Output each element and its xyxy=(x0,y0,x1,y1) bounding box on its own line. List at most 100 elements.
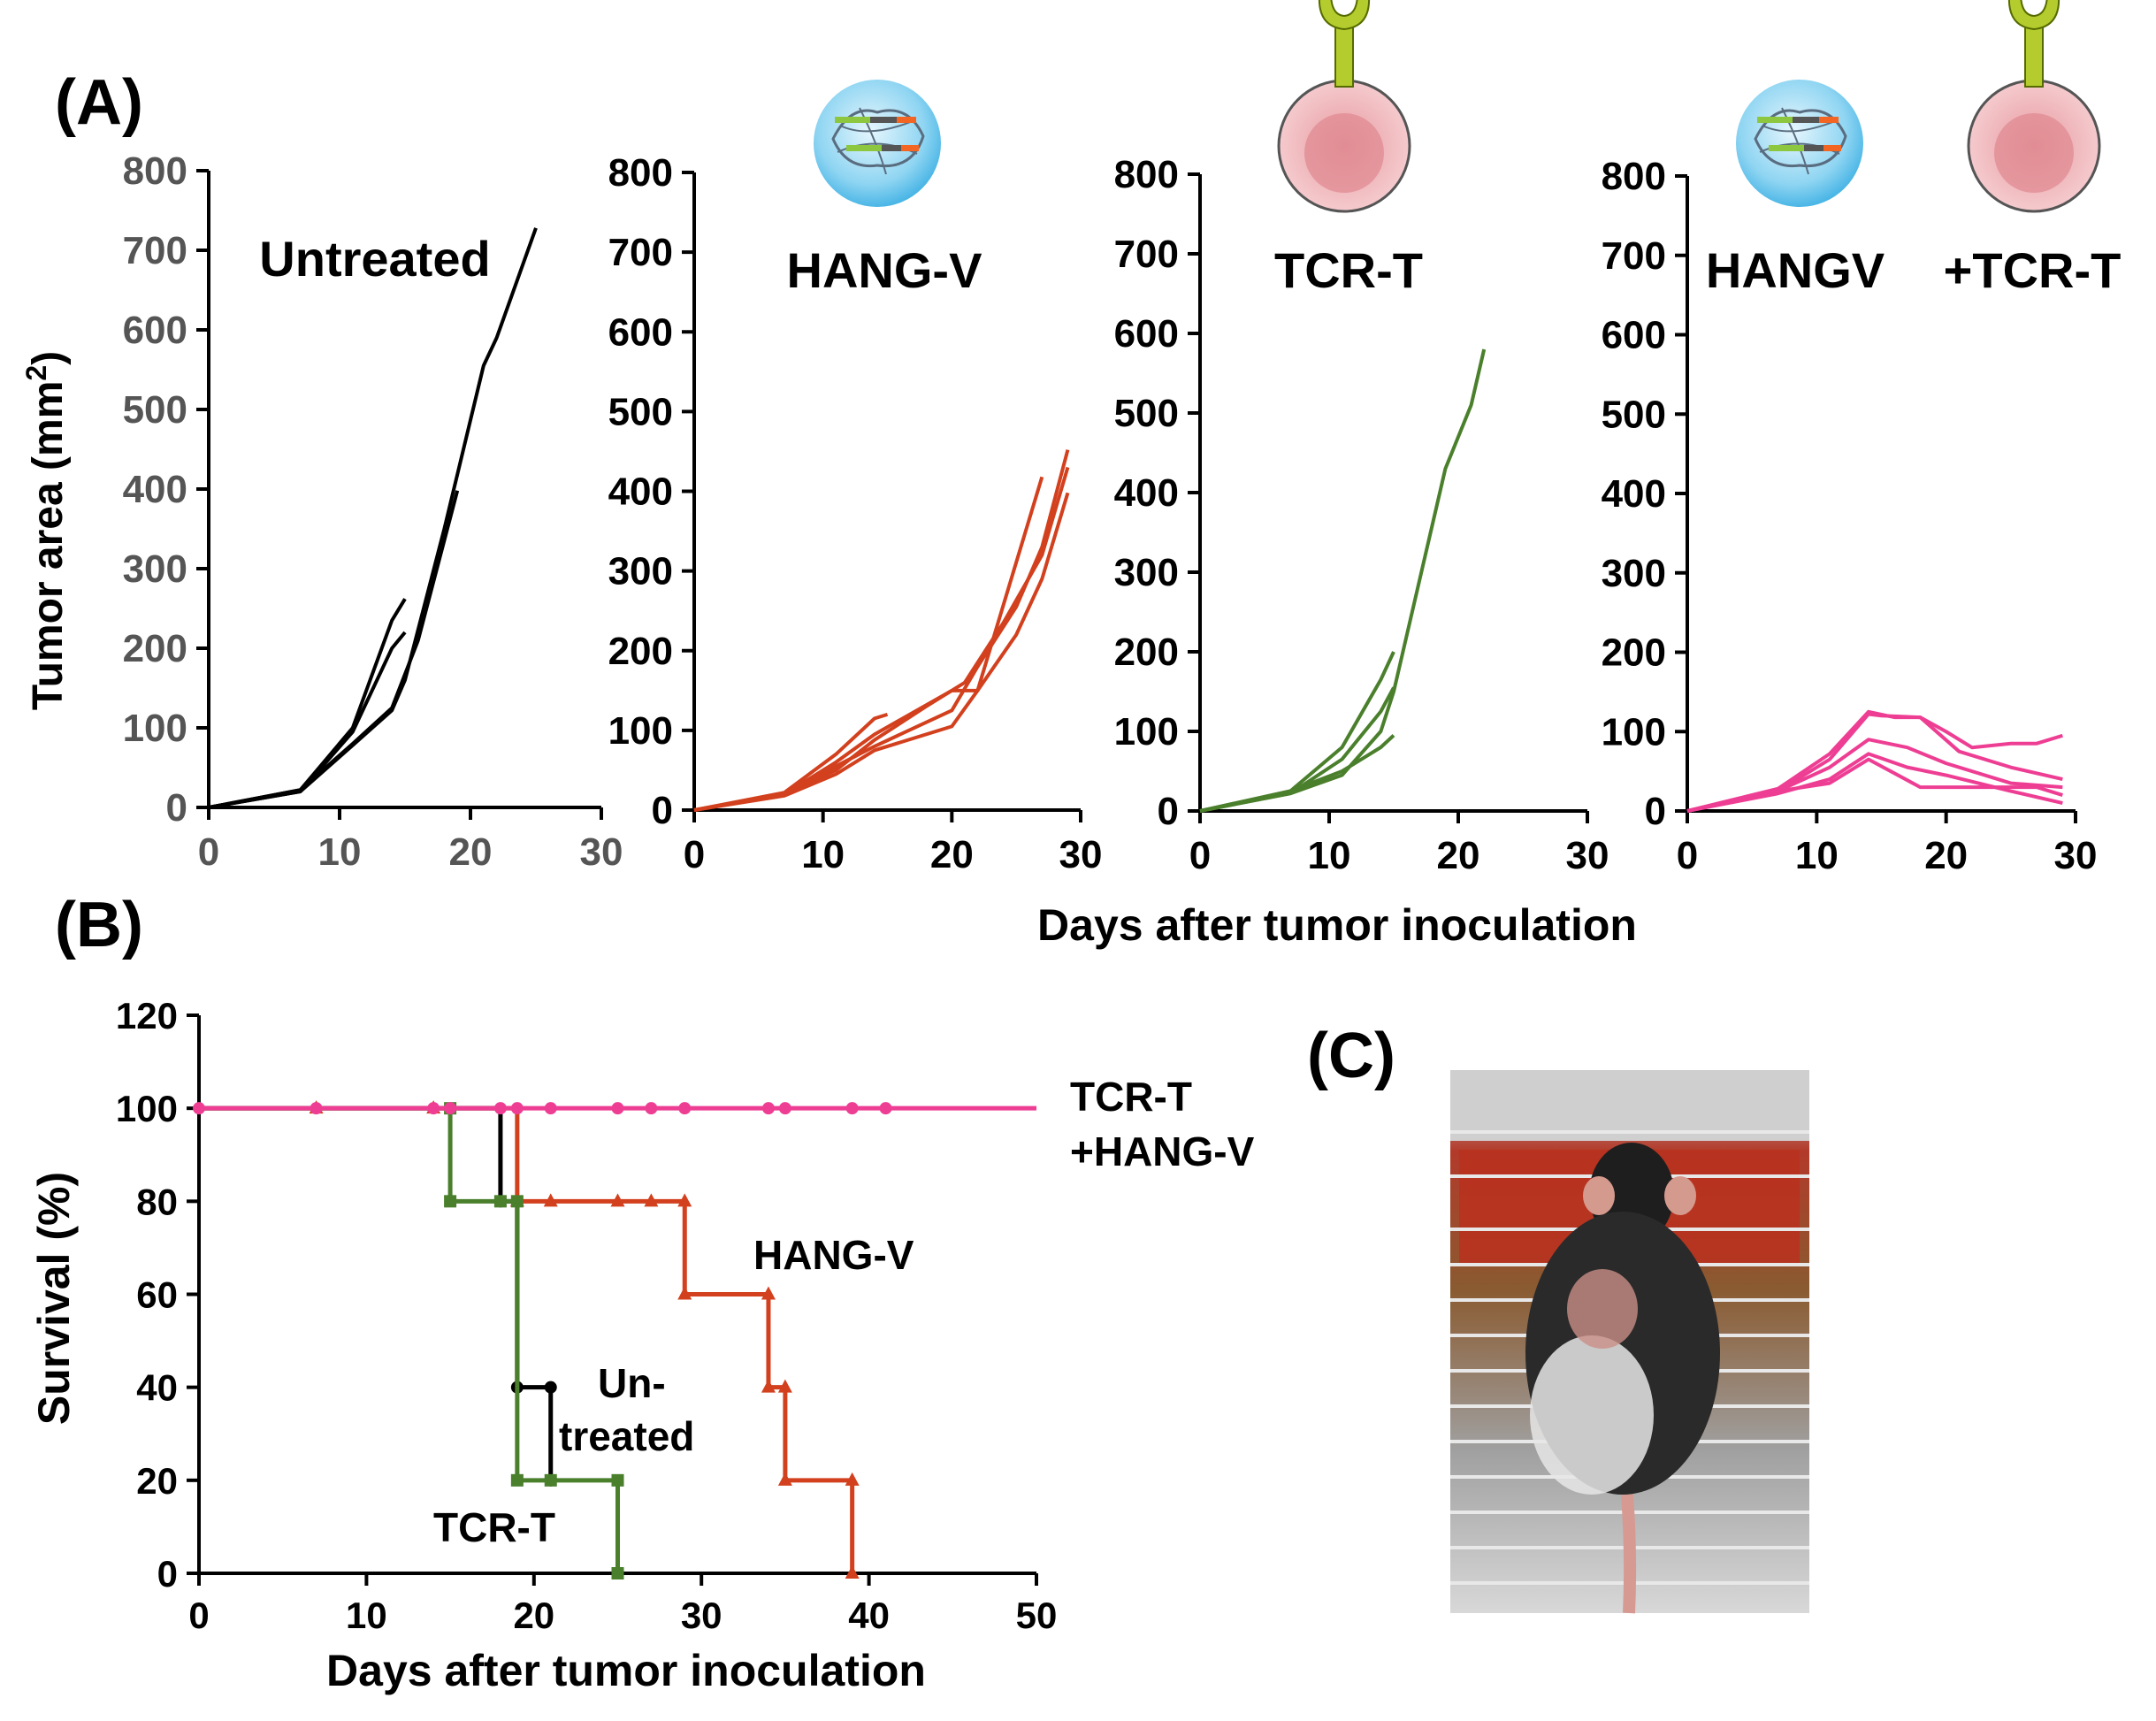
x-tick-label: 20 xyxy=(513,1595,554,1636)
series-line xyxy=(208,490,460,809)
y-tick-label: 200 xyxy=(1114,631,1179,674)
panel-a-ylabel: Tumor area (mm2) xyxy=(20,351,72,710)
y-tick-label: 0 xyxy=(1645,790,1666,833)
y-tick-label: 600 xyxy=(1602,314,1666,357)
y-tick-label: 800 xyxy=(1114,153,1179,196)
marker-circle xyxy=(544,1102,557,1115)
chart-hangv: 0 100 200 300 400 500 600 700 800 0 10 20 30 HANG-V xyxy=(608,151,1103,876)
y-tick-label: 0 xyxy=(157,1553,178,1595)
x-tick-label: 50 xyxy=(1016,1595,1058,1636)
x-tick-label: 30 xyxy=(2054,834,2098,877)
marker-circle xyxy=(544,1381,557,1394)
label-hangv: HANG-V xyxy=(753,1232,914,1278)
y-tick-label: 600 xyxy=(1114,312,1179,356)
marker-square xyxy=(611,1473,624,1487)
panel-a-xlabel: Days after tumor inoculation xyxy=(1037,900,1637,950)
series-line xyxy=(208,227,538,809)
marker-square xyxy=(510,1473,524,1487)
x-tick-label: 0 xyxy=(188,1595,209,1636)
y-tick-label: 100 xyxy=(1114,710,1179,753)
series-line xyxy=(693,492,1070,812)
y-tick-label: 800 xyxy=(1602,155,1666,198)
marker-triangle xyxy=(644,1193,659,1207)
x-tick-label: 10 xyxy=(801,833,845,876)
marker-triangle xyxy=(845,1565,860,1579)
y-tick-label: 500 xyxy=(1114,392,1179,435)
x-tick-label: 10 xyxy=(346,1595,387,1636)
marker-circle xyxy=(645,1102,658,1115)
x-tick-label: 40 xyxy=(848,1595,890,1636)
panel-b-ylabel: Survival (%) xyxy=(29,1172,79,1425)
marker-circle xyxy=(193,1102,205,1115)
label-tcrt: TCR-T xyxy=(433,1504,555,1550)
y-tick-label: 500 xyxy=(1602,393,1666,436)
series-line xyxy=(1686,738,2063,813)
y-tick-label: 800 xyxy=(123,149,187,193)
x-tick-label: 10 xyxy=(1308,834,1351,877)
x-tick-label: 20 xyxy=(930,833,974,876)
y-tick-label: 300 xyxy=(123,547,187,591)
chart-tcrt: 0 100 200 300 400 500 600 700 800 0 10 20 30 TCR-T xyxy=(1114,153,1609,877)
y-tick-label: 40 xyxy=(136,1367,178,1409)
chart-combo: 0 100 200 300 400 500 600 700 800 0 10 20 30 HANGV +TC… xyxy=(1602,155,2122,877)
y-tick-label: 200 xyxy=(1602,631,1666,675)
survival-series xyxy=(193,1102,1036,1115)
label-combo-line2: +HANG-V xyxy=(1070,1128,1255,1174)
y-tick-label: 20 xyxy=(136,1460,178,1502)
marker-circle xyxy=(611,1102,624,1115)
marker-circle xyxy=(444,1102,457,1115)
marker-triangle xyxy=(845,1472,860,1486)
x-tick-label: 0 xyxy=(1189,834,1211,877)
y-tick-label: 120 xyxy=(116,995,178,1036)
y-tick-label: 400 xyxy=(608,470,673,514)
photo-mouse-on-cage xyxy=(1450,1070,1809,1614)
marker-triangle xyxy=(677,1193,692,1207)
marker-square xyxy=(510,1195,524,1208)
y-tick-label: 100 xyxy=(608,709,673,753)
x-tick-label: 30 xyxy=(580,830,623,874)
y-tick-label: 100 xyxy=(123,707,187,750)
marker-circle xyxy=(427,1102,440,1115)
marker-square xyxy=(493,1195,507,1208)
series-line xyxy=(208,598,407,809)
y-tick-label: 600 xyxy=(608,310,673,354)
chart-title-2: +TCR-T xyxy=(1944,242,2122,298)
y-tick-label: 400 xyxy=(123,468,187,511)
survival-series xyxy=(199,1102,624,1579)
chart-title: HANGV xyxy=(1706,242,1885,298)
y-tick-label: 700 xyxy=(608,231,673,274)
y-tick-label: 400 xyxy=(1114,471,1179,515)
marker-square xyxy=(611,1567,624,1579)
y-tick-label: 200 xyxy=(123,627,187,670)
marker-triangle xyxy=(761,1379,776,1393)
label-untreated-line1: Un- xyxy=(598,1360,666,1406)
marker-circle xyxy=(678,1102,692,1115)
y-tick-label: 0 xyxy=(652,789,673,832)
y-tick-label: 300 xyxy=(608,550,673,593)
y-tick-label: 300 xyxy=(1602,552,1666,595)
y-tick-label: 60 xyxy=(136,1274,178,1316)
x-tick-label: 20 xyxy=(1924,834,1968,877)
panel-label-a: (A) xyxy=(55,67,143,138)
marker-circle xyxy=(761,1102,775,1115)
panel-b-xlabel: Days after tumor inoculation xyxy=(326,1646,926,1695)
marker-circle xyxy=(310,1102,323,1115)
survival-line xyxy=(199,1105,554,1480)
marker-triangle xyxy=(543,1193,558,1207)
series-line xyxy=(1199,734,1395,813)
y-tick-label: 0 xyxy=(1158,790,1179,833)
x-tick-label: 20 xyxy=(449,830,493,874)
panel-label-c: (C) xyxy=(1307,1021,1395,1091)
tcr-t-cell-icon xyxy=(1277,0,1411,213)
survival-series xyxy=(199,1105,557,1487)
chart-title: TCR-T xyxy=(1274,242,1423,298)
marker-triangle xyxy=(777,1472,792,1486)
panel-label-b: (B) xyxy=(55,890,143,960)
y-tick-label: 700 xyxy=(123,229,187,272)
marker-circle xyxy=(845,1102,859,1115)
x-tick-label: 30 xyxy=(681,1595,722,1636)
x-tick-label: 0 xyxy=(198,830,219,874)
nanovaccine-icon xyxy=(814,80,941,207)
series-line xyxy=(1686,709,2063,813)
